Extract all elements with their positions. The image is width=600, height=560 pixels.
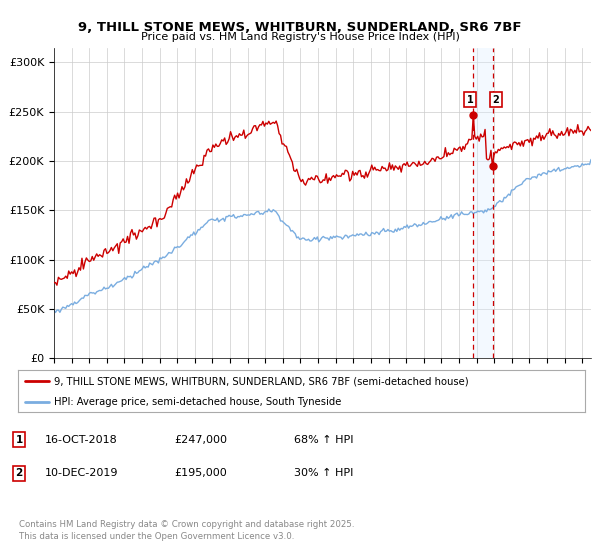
Text: 16-OCT-2018: 16-OCT-2018 (45, 435, 118, 445)
Text: 9, THILL STONE MEWS, WHITBURN, SUNDERLAND, SR6 7BF (semi-detached house): 9, THILL STONE MEWS, WHITBURN, SUNDERLAN… (54, 376, 469, 386)
Text: Price paid vs. HM Land Registry's House Price Index (HPI): Price paid vs. HM Land Registry's House … (140, 32, 460, 43)
Text: Contains HM Land Registry data © Crown copyright and database right 2025.
This d: Contains HM Land Registry data © Crown c… (19, 520, 355, 541)
Text: 68% ↑ HPI: 68% ↑ HPI (294, 435, 353, 445)
Text: £247,000: £247,000 (174, 435, 227, 445)
Text: 2: 2 (493, 95, 499, 105)
Text: 1: 1 (16, 435, 23, 445)
Text: HPI: Average price, semi-detached house, South Tyneside: HPI: Average price, semi-detached house,… (54, 398, 341, 407)
Text: 2: 2 (16, 468, 23, 478)
Text: £195,000: £195,000 (174, 468, 227, 478)
Text: 1: 1 (467, 95, 473, 105)
Text: 10-DEC-2019: 10-DEC-2019 (45, 468, 119, 478)
Bar (473, 48, 493, 358)
Text: 9, THILL STONE MEWS, WHITBURN, SUNDERLAND, SR6 7BF: 9, THILL STONE MEWS, WHITBURN, SUNDERLAN… (78, 21, 522, 34)
Text: 30% ↑ HPI: 30% ↑ HPI (294, 468, 353, 478)
